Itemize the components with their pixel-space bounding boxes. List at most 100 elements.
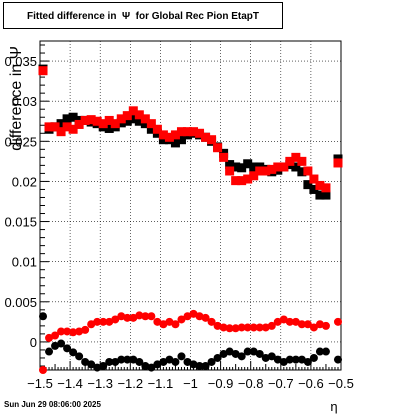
red-circle-marker (39, 366, 48, 374)
black-square-marker (62, 114, 72, 124)
red-square-marker (243, 174, 253, 184)
red-circle-marker (45, 333, 54, 342)
black-circle-marker (171, 357, 180, 366)
red-square-marker (297, 156, 307, 166)
black-circle-marker (189, 360, 198, 369)
y-tick-label: 0.03 (12, 94, 37, 109)
red-circle-marker (135, 311, 144, 320)
red-square-marker (315, 180, 325, 190)
black-circle-marker (315, 347, 324, 356)
black-square-marker (243, 159, 253, 169)
black-square-marker (122, 116, 132, 126)
black-square-marker (297, 167, 307, 177)
red-circle-marker (93, 317, 102, 326)
black-circle-marker (99, 361, 108, 370)
red-square-marker (279, 162, 289, 172)
red-circle-marker (309, 323, 318, 332)
black-circle-marker (273, 355, 282, 364)
red-square-marker (158, 130, 168, 140)
red-circle-marker (261, 323, 270, 332)
red-square-marker (285, 156, 295, 166)
red-circle-marker (231, 324, 240, 333)
x-tick-label: −1.3 (87, 376, 113, 391)
red-square-marker (80, 115, 90, 125)
y-tick-label: 0.02 (12, 174, 37, 189)
red-circle-marker (237, 323, 246, 332)
black-square-marker (321, 190, 331, 200)
red-circle-marker (207, 317, 216, 326)
black-circle-marker (333, 355, 342, 364)
red-circle-marker (219, 323, 228, 332)
red-circle-marker (291, 317, 300, 326)
x-tick-label: −0.5 (328, 376, 354, 391)
x-tick-label: −0.7 (268, 376, 294, 391)
black-circle-marker (45, 347, 54, 356)
x-tick-label: −0.9 (208, 376, 234, 391)
x-tick-label: −0.8 (238, 376, 264, 391)
red-square-marker (321, 183, 331, 193)
black-square-marker (56, 119, 66, 129)
red-circle-marker (99, 317, 108, 326)
black-square-marker (146, 124, 156, 134)
black-square-marker (315, 190, 325, 200)
black-circle-marker (321, 347, 330, 356)
red-square-marker (62, 122, 72, 132)
black-circle-marker (285, 355, 294, 364)
black-circle-marker (39, 312, 48, 321)
black-circle-marker (231, 349, 240, 358)
black-circle-marker (69, 348, 78, 357)
black-circle-marker (207, 357, 216, 366)
red-circle-marker (303, 320, 312, 329)
black-circle-marker (237, 352, 246, 361)
black-square-marker (303, 180, 313, 190)
black-circle-marker (63, 344, 72, 353)
chart-title: Fitted difference in Ψ for Global Rec Pi… (26, 11, 259, 22)
red-square-marker (56, 127, 66, 137)
red-circle-marker (213, 321, 222, 330)
y-tick-label: 0.015 (4, 215, 37, 230)
red-circle-marker (273, 317, 282, 326)
red-circle-marker (87, 320, 96, 329)
black-square-marker (134, 116, 144, 126)
black-circle-marker (261, 353, 270, 362)
black-circle-marker (75, 352, 84, 361)
black-square-marker (249, 162, 259, 172)
black-square-marker (104, 123, 114, 133)
red-square-marker (267, 164, 277, 174)
red-circle-marker (75, 327, 84, 336)
red-circle-marker (63, 327, 72, 336)
red-square-marker (50, 122, 60, 132)
red-square-marker (207, 135, 217, 145)
red-square-marker (303, 166, 313, 176)
red-circle-marker (141, 312, 150, 321)
red-square-marker (189, 127, 199, 137)
red-square-marker (291, 152, 301, 162)
red-circle-marker (153, 317, 162, 326)
red-square-marker (237, 176, 247, 186)
x-tick-label: −1.5 (27, 376, 53, 391)
black-circle-marker (135, 357, 144, 366)
red-circle-marker (201, 313, 210, 322)
red-circle-marker (177, 315, 186, 324)
red-square-marker (213, 143, 223, 153)
black-circle-marker (147, 363, 156, 372)
red-square-marker (231, 176, 241, 186)
red-square-marker (74, 119, 84, 129)
black-circle-marker (159, 357, 168, 366)
x-tick-label: −1.4 (57, 376, 83, 391)
black-circle-marker (93, 363, 102, 372)
black-square-marker (237, 163, 247, 173)
black-circle-marker (303, 357, 312, 366)
red-square-marker (219, 152, 229, 162)
red-circle-marker (171, 320, 180, 329)
black-circle-marker (153, 360, 162, 369)
black-circle-marker (201, 361, 210, 370)
y-tick-label: 0.025 (4, 134, 37, 149)
black-circle-marker (279, 357, 288, 366)
black-circle-marker (243, 347, 252, 356)
red-circle-marker (159, 320, 168, 329)
red-square-marker (98, 119, 108, 129)
red-circle-marker (81, 325, 90, 334)
black-circle-marker (183, 357, 192, 366)
